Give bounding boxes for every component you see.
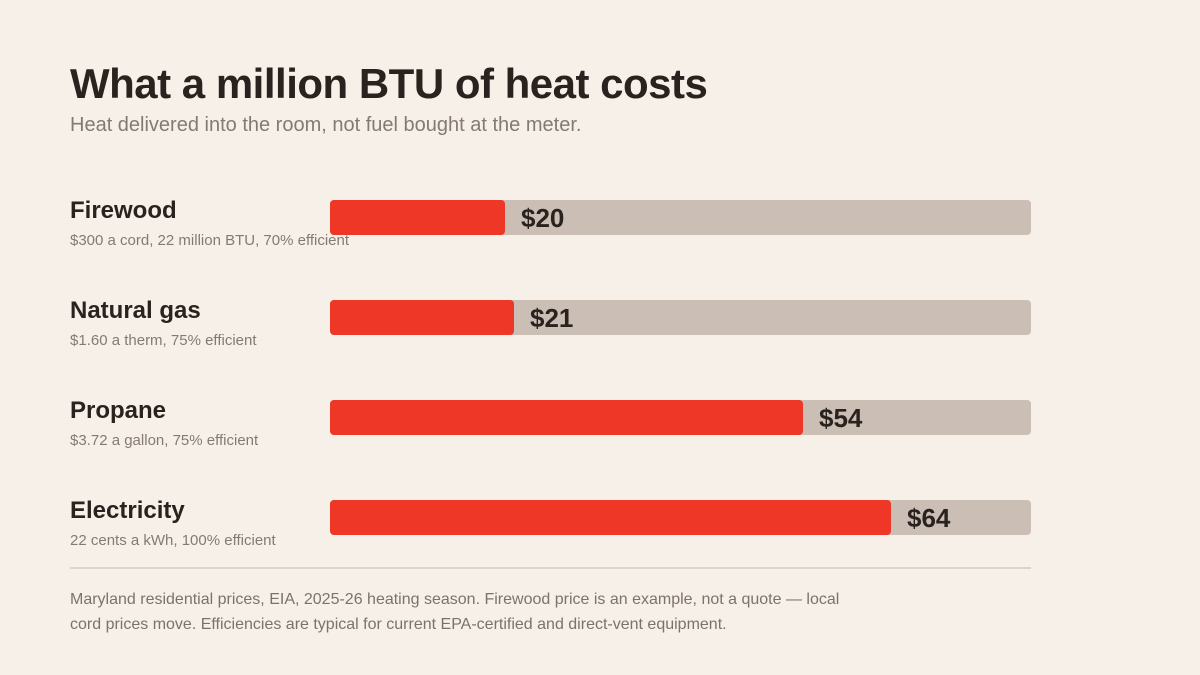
bar — [330, 200, 505, 235]
value-label: $54 — [819, 403, 863, 433]
bar-track: $20 — [330, 200, 1031, 235]
bar-row: Electricity 22 cents a kWh, 100% efficien… — [70, 497, 1031, 560]
source-footnote: Maryland residential prices, EIA, 2025-2… — [70, 591, 840, 633]
bar — [330, 300, 514, 335]
bar — [330, 500, 891, 535]
chart-subtitle: Heat delivered into the room, not fuel b… — [70, 114, 582, 136]
category-note: $300 a cord, 22 million BTU, 70% efficie… — [70, 232, 350, 249]
category-label: Firewood — [70, 197, 177, 224]
bar — [330, 400, 803, 435]
value-label: $64 — [907, 503, 951, 533]
divider — [70, 567, 1031, 569]
category-label: Natural gas — [70, 297, 201, 324]
category-label: Propane — [70, 397, 167, 424]
value-label: $21 — [530, 303, 574, 333]
bar-track: $21 — [330, 300, 1031, 335]
bar-row: Firewood $300 a cord, 22 million BTU, 70%… — [70, 197, 1031, 260]
category-note: $1.60 a therm, 75% efficient — [70, 332, 257, 349]
category-label: Electricity — [70, 497, 185, 524]
category-note: $3.72 a gallon, 75% efficient — [70, 432, 259, 449]
category-note: 22 cents a kWh, 100% efficient — [70, 532, 276, 549]
bar-track: $64 — [330, 500, 1031, 535]
chart-title: What a million BTU of heat costs — [70, 60, 708, 107]
value-label: $20 — [521, 203, 565, 233]
bar-row: Propane $3.72 a gallon, 75% efficient $54 — [70, 397, 1031, 460]
bar-row: Natural gas $1.60 a therm, 75% efficient $… — [70, 297, 1031, 360]
bar-track: $54 — [330, 400, 1031, 435]
